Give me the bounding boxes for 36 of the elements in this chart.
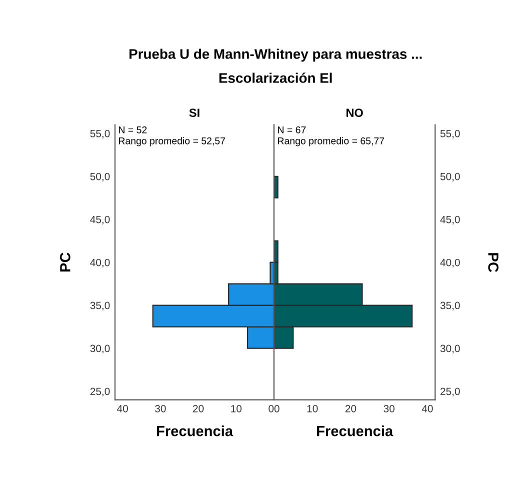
chart-subtitle: Escolarización El (219, 72, 332, 83)
x-tick-label: 30 (155, 404, 166, 412)
x2-axis-title: NO (346, 108, 363, 117)
x-tick-label: 0 (268, 404, 274, 412)
x-tick-label: 30 (384, 404, 394, 412)
annotation: Rango promedio = 52,57 (118, 137, 225, 146)
y-tick-label: 55,0 (90, 130, 110, 138)
x2-axis-title: SI (189, 108, 200, 117)
y-tick-label: 55,0 (440, 130, 460, 138)
x-tick-label: 40 (117, 404, 128, 412)
y-tick-label: 45,0 (90, 216, 110, 224)
x-tick-label: 10 (231, 404, 242, 412)
y-tick-label: 30,0 (90, 344, 110, 354)
y-tick-label: 25,0 (90, 388, 110, 396)
annotation: Rango promedio = 65,77 (278, 137, 384, 146)
y-tick-label: 50,0 (440, 172, 460, 182)
annotation: N = 67 (278, 126, 306, 134)
chart-title: Prueba U de Mann-Whitney para muestras ... (130, 48, 422, 62)
y-tick-label: 50,0 (90, 172, 110, 182)
x-axis-title: Frecuencia (317, 426, 394, 436)
x-tick-label: 40 (422, 404, 433, 412)
y-tick-label: 25,0 (440, 388, 460, 396)
x-tick-label: 0 (274, 404, 280, 412)
y-tick-label: 40,0 (90, 258, 110, 268)
y-tick-label: 45,0 (440, 216, 460, 224)
y-tick-label: 35,0 (90, 302, 110, 310)
y-tick-label: 40,0 (440, 258, 460, 268)
annotation: N = 52 (118, 126, 147, 134)
x-tick-label: 10 (307, 404, 318, 412)
x-tick-label: 20 (345, 404, 356, 412)
x-axis-title: Frecuencia (156, 426, 234, 436)
y-tick-label: 30,0 (440, 344, 460, 354)
y-axis-title: PC (60, 252, 70, 272)
y-tick-label: 35,0 (440, 302, 460, 310)
x-tick-label: 20 (193, 404, 204, 412)
y-axis-title: PC (488, 253, 498, 272)
